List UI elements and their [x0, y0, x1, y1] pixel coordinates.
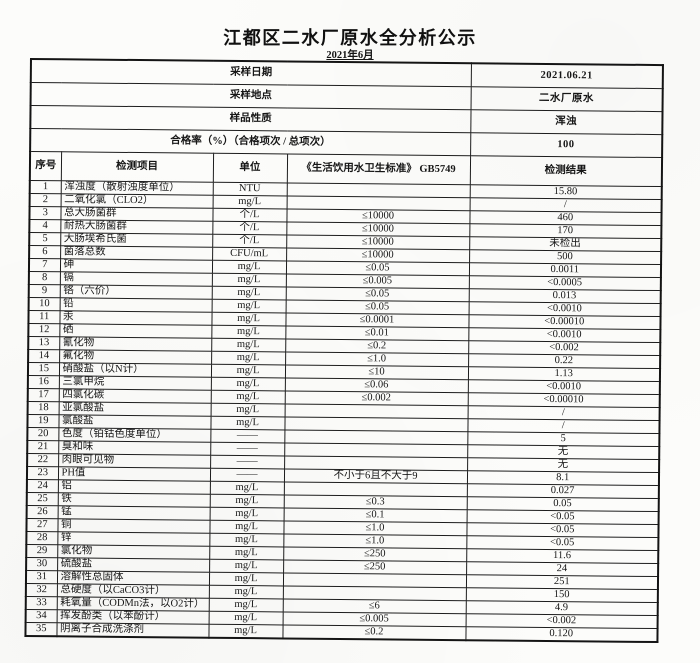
unit-cell: mg/L — [211, 338, 286, 352]
analysis-table: 采样日期 2021.06.21 采样地点 二水厂原水 样品性质 浑浊 合格率（%）（合格项次… — [24, 58, 664, 644]
row-index-cell: 24 — [26, 479, 58, 493]
unit-cell: mg/L — [208, 624, 283, 639]
info-section: 采样日期 2021.06.21 采样地点 二水厂原水 样品性质 浑浊 合格率（%）（合格项次… — [30, 59, 663, 158]
unit-cell: mg/L — [211, 312, 286, 326]
unit-cell: mg/L — [209, 520, 284, 534]
row-index-cell: 30 — [26, 557, 58, 571]
unit-cell: 个/L — [212, 208, 287, 222]
unit-cell: 个/L — [212, 234, 287, 248]
unit-cell: NTU — [212, 182, 287, 196]
row-index-cell: 26 — [26, 505, 58, 519]
row-index-cell: 8 — [28, 271, 60, 285]
row-index-cell: 20 — [27, 427, 59, 441]
standard-cell: ≤0.2 — [282, 624, 466, 641]
row-index-cell: 19 — [27, 414, 59, 428]
row-index-cell: 2 — [29, 193, 61, 207]
unit-cell: mg/L — [208, 572, 284, 586]
unit-cell: mg/L — [212, 195, 287, 209]
unit-cell: mg/L — [209, 481, 284, 495]
unit-cell: mg/L — [211, 273, 286, 287]
row-index-cell: 6 — [29, 245, 61, 259]
row-index-cell: 34 — [25, 609, 57, 623]
row-index-cell: 22 — [27, 453, 59, 467]
row-index-cell: 25 — [26, 492, 58, 506]
unit-cell: mg/L — [211, 325, 286, 339]
unit-cell: mg/L — [209, 494, 284, 508]
row-index-cell: 21 — [27, 440, 59, 454]
unit-cell: mg/L — [210, 403, 285, 417]
row-index-cell: 9 — [28, 284, 60, 298]
row-index-cell: 16 — [27, 375, 59, 389]
row-index-cell: 12 — [28, 323, 60, 337]
row-index-cell: 32 — [25, 583, 57, 597]
info-value: 浑浊 — [470, 109, 663, 135]
page-subtitle: 2021年6月 — [326, 50, 374, 61]
unit-cell: mg/L — [211, 286, 286, 300]
row-index-cell: 5 — [29, 232, 61, 246]
item-name-cell: 阴离子合成洗涤剂 — [56, 622, 209, 638]
row-index-cell: 1 — [29, 180, 61, 194]
unit-cell: mg/L — [208, 611, 283, 625]
unit-cell: mg/L — [210, 390, 285, 404]
row-index-cell: 33 — [25, 596, 57, 610]
unit-cell: mg/L — [210, 416, 285, 430]
column-header: 单位 — [212, 153, 288, 183]
row-index-cell: 14 — [28, 349, 60, 363]
row-index-cell: 31 — [25, 570, 58, 584]
result-cell: 0.120 — [465, 626, 658, 643]
unit-cell: —— — [210, 429, 285, 443]
unit-cell: —— — [210, 442, 285, 456]
row-index-cell: 27 — [26, 518, 58, 532]
unit-cell: mg/L — [210, 377, 285, 391]
column-header: 检测结果 — [469, 155, 663, 187]
row-index-cell: 23 — [26, 466, 59, 480]
row-index-cell: 7 — [28, 258, 61, 272]
unit-cell: mg/L — [208, 585, 283, 599]
column-header: 《生活饮用水卫生标准》 GB5749 — [286, 153, 471, 185]
row-index-cell: 4 — [29, 219, 61, 233]
column-header: 检测项目 — [60, 151, 214, 183]
row-index-cell: 15 — [27, 362, 60, 376]
unit-cell: mg/L — [209, 533, 284, 547]
row-index-cell: 29 — [26, 544, 58, 558]
unit-cell: mg/L — [209, 546, 284, 560]
row-index-cell: 18 — [27, 401, 59, 415]
row-index-cell: 3 — [29, 206, 61, 220]
row-index-cell: 13 — [28, 336, 60, 350]
unit-cell: CFU/mL — [212, 247, 287, 261]
unit-cell: mg/L — [208, 598, 283, 612]
unit-cell: mg/L — [211, 351, 286, 365]
info-value: 二水厂原水 — [470, 86, 663, 112]
row-index-cell: 11 — [28, 310, 60, 324]
results-section: 序号 检测项目 单位 《生活饮用水卫生标准》 GB5749 检测结果 1 浑浊度（散射浊度… — [25, 151, 663, 643]
row-index-cell: 10 — [28, 297, 60, 311]
unit-cell: 个/L — [212, 221, 287, 235]
row-index-cell: 17 — [27, 388, 59, 402]
unit-cell: mg/L — [211, 299, 286, 313]
page-title: 江都区二水厂原水全分析公示 — [223, 28, 477, 48]
info-value: 100 — [470, 132, 663, 158]
unit-cell: mg/L — [209, 507, 284, 521]
unit-cell: mg/L — [211, 260, 287, 274]
row-index-cell: 28 — [26, 531, 58, 545]
unit-cell: —— — [210, 455, 285, 469]
unit-cell: mg/L — [209, 559, 284, 573]
row-index-cell: 35 — [25, 622, 57, 637]
info-value: 2021.06.21 — [470, 63, 663, 89]
unit-cell: mg/L — [210, 364, 286, 378]
column-header: 序号 — [29, 151, 62, 181]
unit-cell: —— — [209, 468, 285, 482]
